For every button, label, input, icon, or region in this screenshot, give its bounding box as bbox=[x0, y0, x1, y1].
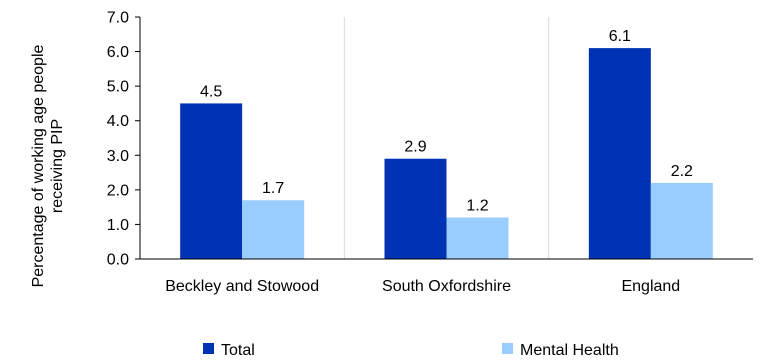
legend-swatch bbox=[502, 343, 513, 354]
bar-total bbox=[588, 48, 651, 259]
y-tick-label: 4.0 bbox=[107, 113, 129, 130]
y-tick-label: 6.0 bbox=[107, 44, 129, 61]
data-label: 2.2 bbox=[671, 163, 693, 180]
y-tick-label: 2.0 bbox=[107, 182, 129, 199]
y-tick-label: 1.0 bbox=[107, 217, 129, 234]
y-axis-title-line: Percentage of working age people bbox=[30, 44, 47, 287]
bar-mental-health bbox=[446, 217, 509, 259]
data-label: 4.5 bbox=[200, 83, 222, 100]
legend-swatch bbox=[203, 343, 214, 354]
data-label: 2.9 bbox=[404, 139, 426, 156]
bar-mental-health bbox=[242, 200, 305, 259]
x-tick-label: South Oxfordshire bbox=[382, 278, 511, 295]
x-tick-label: Beckley and Stowood bbox=[165, 278, 319, 295]
y-axis-title-line: receiving PIP bbox=[49, 119, 66, 213]
x-tick-label: England bbox=[621, 278, 680, 295]
legend: Total Mental Health bbox=[203, 342, 619, 359]
legend-label: Total bbox=[221, 342, 255, 359]
bar-total bbox=[384, 158, 447, 259]
data-label: 1.7 bbox=[262, 180, 284, 197]
y-tick-label: 7.0 bbox=[107, 10, 129, 27]
bar-total bbox=[180, 103, 243, 259]
y-tick-label: 0.0 bbox=[107, 252, 129, 269]
legend-label: Mental Health bbox=[520, 342, 619, 359]
bar-mental-health bbox=[650, 182, 713, 259]
x-axis: Beckley and Stowood South Oxfordshire Engl… bbox=[140, 258, 753, 295]
y-axis-title: Percentage of working age people receivin… bbox=[30, 44, 66, 287]
y-axis: 0.0 1.0 2.0 3.0 4.0 5.0 6.0 7.0 bbox=[107, 10, 141, 269]
data-label: 1.2 bbox=[466, 198, 488, 215]
bars bbox=[180, 48, 713, 259]
y-tick-label: 5.0 bbox=[107, 79, 129, 96]
y-tick-label: 3.0 bbox=[107, 148, 129, 165]
data-labels: 4.5 2.9 6.1 1.7 1.2 2.2 bbox=[200, 28, 693, 214]
data-label: 6.1 bbox=[609, 28, 631, 45]
grid-lines bbox=[343, 17, 550, 259]
